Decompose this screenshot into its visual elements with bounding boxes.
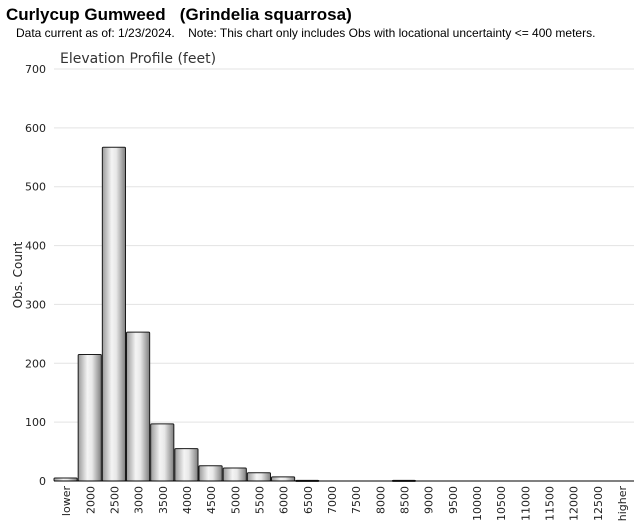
grid-lines	[54, 68, 634, 423]
x-tick-label: 11000	[519, 486, 532, 521]
y-axis-label: Obs. Count	[11, 241, 25, 308]
bar	[198, 465, 223, 482]
y-tick-label: 400	[25, 240, 46, 253]
x-tick-label: 9000	[423, 486, 436, 514]
page-title: Curlycup Gumweed (Grindelia squarrosa)	[6, 5, 352, 24]
x-tick-label: 2000	[84, 486, 97, 514]
x-tick-label: 7000	[326, 486, 339, 514]
y-tick-label: 600	[25, 122, 46, 135]
x-tick-label: 6500	[302, 486, 315, 514]
y-tick-label: 300	[25, 298, 46, 311]
y-tick-label: 100	[25, 416, 46, 429]
x-tick-label: 10500	[495, 486, 508, 521]
x-tick-label: 3500	[157, 486, 170, 514]
bar	[77, 353, 102, 482]
y-tick-label: 700	[25, 63, 46, 76]
x-tick-label: 3000	[133, 486, 146, 514]
y-tick-label: 500	[25, 181, 46, 194]
x-tick-label: 8500	[398, 486, 411, 514]
x-tick-label: 12000	[568, 486, 581, 521]
bar	[222, 467, 247, 482]
x-tick-label: 4000	[181, 486, 194, 514]
x-tick-label: higher	[616, 486, 629, 522]
bars	[53, 146, 417, 482]
bar	[126, 331, 151, 482]
x-tick-label: 12500	[592, 486, 605, 521]
x-tick-label: 7500	[350, 486, 363, 514]
x-tick-label: 9500	[447, 486, 460, 514]
x-tick-label: 5000	[229, 486, 242, 514]
x-tick-label: 6000	[278, 486, 291, 514]
bar	[101, 146, 127, 482]
x-tick-label: 2500	[108, 486, 121, 514]
x-tick-label: 4500	[205, 486, 218, 514]
x-tick-label: 10000	[471, 486, 484, 521]
bar	[174, 448, 199, 482]
x-tick-label: lower	[60, 486, 73, 517]
bar	[150, 423, 175, 482]
x-tick-labels: lower 2000 2500 3000 3500 4000 4500 5000 5500 600…	[60, 486, 629, 522]
x-tick-label: 11500	[543, 486, 556, 521]
y-tick-labels: 0 100 200 300 400 500 600 700	[25, 63, 46, 488]
x-tick-label: 8000	[374, 486, 387, 514]
x-tick-label: 5500	[253, 486, 266, 514]
y-tick-label: 200	[25, 357, 46, 370]
data-note: Data current as of: 1/23/2024. Note: Thi…	[16, 26, 596, 40]
bar	[271, 476, 296, 482]
chart-title: Elevation Profile (feet)	[60, 51, 216, 67]
bar	[246, 472, 271, 482]
y-tick-label: 0	[39, 475, 46, 488]
